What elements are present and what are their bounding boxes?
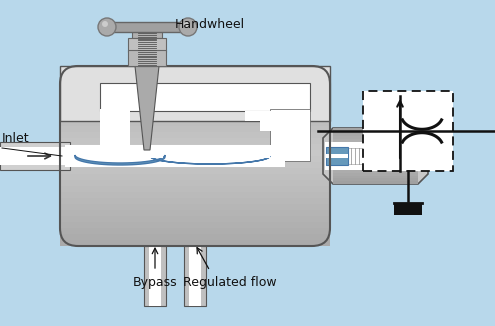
Polygon shape bbox=[333, 178, 418, 181]
Polygon shape bbox=[138, 32, 156, 66]
Polygon shape bbox=[180, 154, 270, 158]
Polygon shape bbox=[60, 210, 330, 216]
Polygon shape bbox=[333, 127, 418, 131]
Polygon shape bbox=[333, 136, 418, 139]
Polygon shape bbox=[60, 126, 330, 132]
Polygon shape bbox=[333, 172, 418, 176]
Polygon shape bbox=[132, 26, 162, 38]
Polygon shape bbox=[60, 173, 330, 180]
Text: Inlet: Inlet bbox=[2, 132, 30, 145]
Polygon shape bbox=[333, 181, 418, 184]
Polygon shape bbox=[323, 128, 428, 184]
Polygon shape bbox=[333, 161, 418, 164]
Polygon shape bbox=[60, 66, 330, 121]
Text: Regulated flow: Regulated flow bbox=[183, 276, 277, 289]
Polygon shape bbox=[60, 168, 330, 174]
Polygon shape bbox=[60, 83, 330, 90]
Polygon shape bbox=[60, 185, 330, 192]
Polygon shape bbox=[60, 215, 330, 222]
Polygon shape bbox=[394, 203, 422, 215]
Polygon shape bbox=[60, 108, 330, 114]
Polygon shape bbox=[135, 66, 159, 150]
Polygon shape bbox=[75, 155, 165, 165]
Text: Bypass: Bypass bbox=[133, 276, 177, 289]
Polygon shape bbox=[65, 145, 285, 167]
Polygon shape bbox=[184, 246, 206, 306]
Polygon shape bbox=[60, 191, 330, 198]
Circle shape bbox=[179, 18, 197, 36]
Polygon shape bbox=[326, 147, 348, 165]
Polygon shape bbox=[128, 38, 166, 52]
Polygon shape bbox=[60, 78, 330, 84]
Polygon shape bbox=[333, 150, 418, 153]
Polygon shape bbox=[0, 142, 70, 170]
Polygon shape bbox=[333, 164, 418, 167]
Polygon shape bbox=[326, 154, 348, 158]
Polygon shape bbox=[60, 138, 330, 144]
Polygon shape bbox=[60, 240, 330, 246]
Polygon shape bbox=[333, 130, 418, 134]
Polygon shape bbox=[60, 161, 330, 168]
Polygon shape bbox=[363, 91, 453, 171]
Polygon shape bbox=[60, 221, 330, 228]
Polygon shape bbox=[100, 83, 310, 111]
Polygon shape bbox=[333, 175, 418, 178]
Polygon shape bbox=[245, 111, 260, 121]
Polygon shape bbox=[60, 228, 330, 234]
Polygon shape bbox=[100, 149, 150, 161]
Polygon shape bbox=[144, 246, 166, 306]
Polygon shape bbox=[333, 133, 418, 136]
Polygon shape bbox=[189, 246, 201, 306]
Polygon shape bbox=[150, 156, 270, 164]
Polygon shape bbox=[60, 101, 330, 108]
Polygon shape bbox=[411, 150, 426, 162]
Polygon shape bbox=[260, 111, 280, 131]
Polygon shape bbox=[270, 109, 310, 161]
Polygon shape bbox=[128, 50, 166, 66]
Polygon shape bbox=[60, 233, 330, 240]
Polygon shape bbox=[60, 198, 330, 204]
Polygon shape bbox=[333, 147, 418, 150]
Polygon shape bbox=[338, 148, 423, 164]
Polygon shape bbox=[105, 22, 190, 32]
Polygon shape bbox=[333, 158, 418, 162]
Polygon shape bbox=[333, 156, 418, 159]
Polygon shape bbox=[333, 144, 418, 148]
Polygon shape bbox=[325, 142, 426, 170]
Circle shape bbox=[183, 21, 189, 27]
Polygon shape bbox=[60, 180, 330, 186]
Polygon shape bbox=[149, 246, 161, 306]
Polygon shape bbox=[60, 90, 330, 96]
Polygon shape bbox=[333, 153, 418, 156]
Polygon shape bbox=[90, 154, 163, 158]
Circle shape bbox=[98, 18, 116, 36]
Polygon shape bbox=[333, 139, 418, 142]
Polygon shape bbox=[60, 71, 330, 78]
Circle shape bbox=[102, 21, 108, 27]
Polygon shape bbox=[60, 66, 330, 72]
Polygon shape bbox=[60, 150, 330, 156]
Polygon shape bbox=[60, 203, 330, 210]
Polygon shape bbox=[60, 96, 330, 102]
Polygon shape bbox=[60, 143, 330, 150]
Polygon shape bbox=[0, 147, 65, 165]
Polygon shape bbox=[100, 109, 130, 161]
Polygon shape bbox=[60, 131, 330, 138]
Polygon shape bbox=[60, 156, 330, 162]
Polygon shape bbox=[60, 113, 330, 120]
Polygon shape bbox=[333, 167, 418, 170]
Polygon shape bbox=[333, 141, 418, 145]
Text: Handwheel: Handwheel bbox=[175, 18, 245, 31]
Polygon shape bbox=[60, 120, 330, 126]
Polygon shape bbox=[333, 170, 418, 173]
